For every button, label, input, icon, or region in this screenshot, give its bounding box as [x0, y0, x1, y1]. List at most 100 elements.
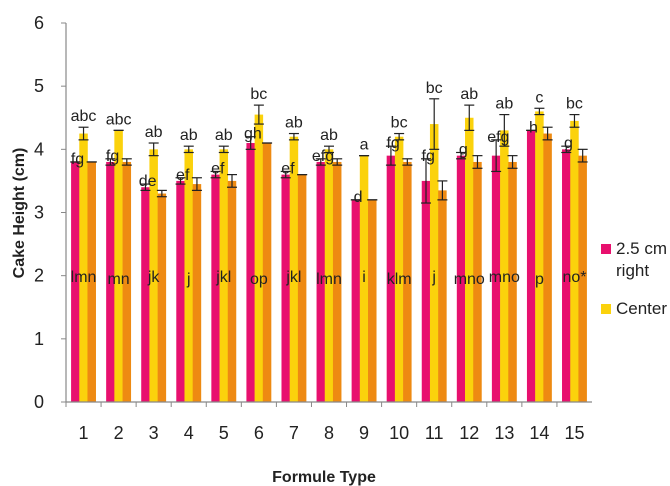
- data-label: fg: [386, 135, 399, 152]
- bar: [141, 187, 150, 402]
- x-tick-label: 10: [389, 423, 409, 443]
- y-tick-label: 2: [34, 266, 44, 286]
- bar: [465, 117, 474, 402]
- bar: [578, 155, 587, 402]
- x-tick-label: 15: [564, 423, 584, 443]
- bar: [71, 161, 80, 402]
- data-label: abc: [71, 108, 97, 125]
- data-label: fg: [71, 151, 84, 168]
- bar: [359, 155, 369, 402]
- data-label: abc: [106, 111, 132, 128]
- bar: [394, 136, 404, 402]
- data-label: ab: [320, 127, 338, 144]
- bar: [79, 133, 88, 402]
- bar: [491, 155, 501, 402]
- bar: [297, 174, 307, 402]
- bar: [403, 161, 412, 402]
- group-label: p: [535, 271, 544, 288]
- data-label: bc: [426, 80, 443, 97]
- data-label: ab: [215, 127, 233, 144]
- bar: [324, 149, 334, 402]
- data-label: bc: [391, 115, 408, 132]
- bar: [114, 130, 123, 402]
- data-label: ab: [460, 86, 478, 103]
- y-tick-label: 3: [34, 203, 44, 223]
- data-label: ef: [281, 160, 295, 177]
- bar: [227, 180, 237, 402]
- x-tick-label: 5: [219, 423, 229, 443]
- x-tick-label: 13: [494, 423, 514, 443]
- bar: [429, 124, 439, 403]
- x-axis-title: Formule Type: [272, 469, 376, 486]
- y-axis-ticks: 0 1 2 3 4 5 6: [34, 13, 66, 412]
- bar: [289, 136, 299, 402]
- data-label: ab: [285, 115, 303, 132]
- group-label: jk: [147, 269, 161, 286]
- group-label: jkl: [215, 269, 231, 286]
- group-label: j: [186, 271, 191, 288]
- group-label: lmn: [71, 269, 97, 286]
- group-label: mno: [489, 269, 520, 286]
- bar: [316, 161, 326, 402]
- bar: [184, 149, 193, 402]
- data-label: ef: [211, 160, 225, 177]
- bar: [386, 155, 396, 402]
- group-label: j: [431, 269, 436, 286]
- bar: [351, 199, 361, 402]
- data-label: ab: [495, 96, 513, 113]
- legend-swatch: [601, 304, 611, 314]
- bar: [438, 190, 447, 402]
- data-label: ef: [176, 167, 190, 184]
- bar: [570, 120, 579, 403]
- x-tick-label: 14: [529, 423, 549, 443]
- bar: [219, 149, 229, 402]
- x-tick-label: 4: [184, 423, 194, 443]
- data-label: gh: [244, 126, 262, 143]
- y-tick-label: 0: [34, 392, 44, 412]
- bar: [508, 161, 517, 402]
- bar: [211, 174, 220, 402]
- bar: [157, 193, 167, 402]
- bar: [122, 161, 132, 402]
- group-label: klm: [387, 271, 412, 288]
- bar: [87, 161, 96, 402]
- x-tick-label: 8: [324, 423, 334, 443]
- x-tick-label: 1: [79, 423, 89, 443]
- group-label: no*: [562, 269, 586, 286]
- legend-swatch: [601, 244, 611, 254]
- data-label: ab: [180, 127, 198, 144]
- legend-label: Center: [616, 299, 667, 318]
- y-tick-label: 6: [34, 13, 44, 33]
- x-tick-label: 6: [254, 423, 264, 443]
- y-tick-label: 5: [34, 76, 44, 96]
- error-bars-layer: [70, 98, 588, 204]
- data-label: efg: [487, 129, 509, 146]
- data-label: g: [459, 141, 468, 158]
- group-label: op: [250, 271, 268, 288]
- bar: [106, 161, 115, 402]
- bar: [262, 143, 272, 402]
- x-tick-label: 2: [114, 423, 124, 443]
- data-label: a: [360, 137, 369, 154]
- data-label: bc: [566, 96, 583, 113]
- bar: [543, 133, 552, 402]
- bars-layer: [71, 111, 587, 403]
- data-label: efg: [312, 148, 334, 165]
- group-label: mn: [107, 271, 129, 288]
- bar: [500, 130, 509, 402]
- legend: 2.5 cm right Center: [601, 239, 667, 318]
- group-label: lmn: [316, 271, 342, 288]
- x-tick-label: 12: [459, 423, 479, 443]
- data-label: d: [354, 189, 363, 206]
- group-label: i: [362, 269, 366, 286]
- data-label: c: [535, 89, 543, 106]
- bar: [456, 155, 466, 402]
- x-tick-label: 7: [289, 423, 299, 443]
- bar: [192, 184, 202, 402]
- bar: [176, 180, 185, 402]
- group-label: jkl: [285, 269, 301, 286]
- x-tick-label: 3: [149, 423, 159, 443]
